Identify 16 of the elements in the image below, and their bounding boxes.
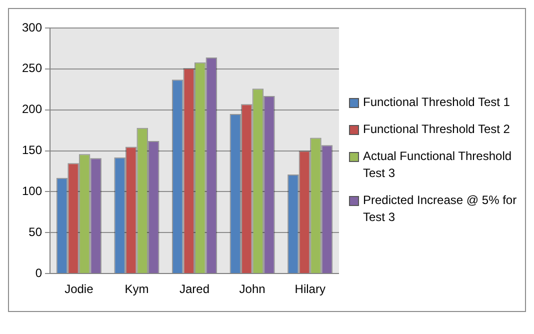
x-tick-label: John — [239, 282, 266, 296]
y-tick-label: 100 — [22, 184, 42, 198]
x-tick-label: Kym — [124, 282, 149, 296]
y-tick-label: 250 — [22, 61, 42, 76]
x-tick-label: Jodie — [64, 282, 94, 296]
legend-label: Predicted Increase @ 5% for Test 3 — [363, 192, 518, 226]
y-tick-label: 50 — [28, 224, 42, 239]
legend-label: Actual Functional Threshold Test 3 — [363, 148, 513, 182]
y-tick-label: 150 — [22, 143, 42, 158]
x-tick-label: Hilary — [294, 282, 326, 296]
x-tick-label: Jared — [179, 282, 210, 296]
legend-label: Functional Threshold Test 2 — [363, 121, 510, 138]
y-tick-label: 300 — [22, 20, 42, 34]
y-tick-label: 0 — [35, 266, 42, 280]
legend-label: Functional Threshold Test 1 — [363, 94, 510, 111]
y-tick-label: 200 — [22, 102, 42, 116]
